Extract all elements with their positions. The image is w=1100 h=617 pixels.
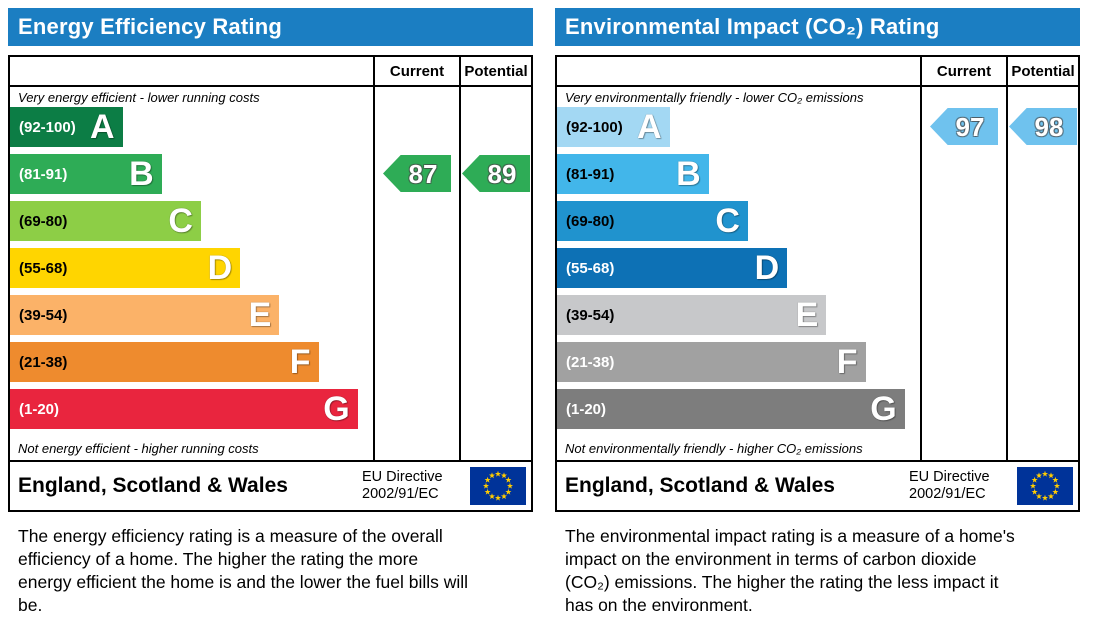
bands-area: Very energy efficient - lower running co…: [10, 87, 373, 460]
band-a-bar: (92-100) A: [557, 107, 670, 147]
eu-directive-line1: EU Directive: [909, 469, 990, 485]
band-range-label: (55-68): [19, 259, 68, 277]
eu-flag-icon: [1017, 467, 1073, 505]
band-g-bar: (1-20) G: [10, 389, 358, 429]
band-b-bar: (81-91) B: [557, 154, 709, 194]
band-letter: A: [89, 108, 115, 146]
band-letter: F: [836, 343, 858, 381]
environmental-impact-chart: Environmental Impact (CO₂) Rating Curren…: [555, 8, 1080, 617]
potential-column: 98: [1006, 87, 1078, 460]
rating-scale-body: Very energy efficient - lower running co…: [10, 85, 531, 460]
table-footer-row: England, Scotland & Wales EU Directive 2…: [10, 460, 531, 510]
bottom-caption: Not environmentally friendly - higher CO…: [565, 440, 863, 456]
top-caption: Very energy efficient - lower running co…: [18, 89, 260, 105]
band-range-label: (39-54): [566, 306, 615, 324]
band-a-bar: (92-100) A: [10, 107, 123, 147]
current-rating-arrow: 97: [930, 108, 998, 145]
column-header-current: Current: [920, 57, 1006, 85]
column-header-spacer: [10, 57, 373, 85]
band-f-bar: (21-38) F: [557, 342, 866, 382]
band-e-bar: (39-54) E: [557, 295, 827, 335]
potential-rating-value: 98: [1034, 111, 1064, 142]
band-range-label: (21-38): [19, 353, 68, 371]
potential-column: 89: [459, 87, 531, 460]
energy-efficiency-chart: Energy Efficiency Rating Current Potenti…: [8, 8, 533, 617]
eu-directive-label: EU Directive 2002/91/EC: [909, 469, 1015, 503]
band-range-label: (39-54): [19, 306, 68, 324]
band-range-label: (69-80): [19, 212, 68, 230]
region-label: England, Scotland & Wales: [565, 474, 835, 497]
top-caption: Very environmentally friendly - lower CO…: [565, 89, 864, 105]
eu-directive-line2: 2002/91/EC: [362, 486, 439, 502]
band-letter: B: [676, 155, 701, 193]
potential-rating-value: 89: [487, 158, 517, 189]
chart-title-bar: Environmental Impact (CO₂) Rating: [555, 8, 1080, 46]
column-header-potential: Potential: [459, 57, 531, 85]
band-b-bar: (81-91) B: [10, 154, 162, 194]
band-letter: E: [248, 296, 272, 334]
rating-table: Current Potential Very energy efficient …: [8, 55, 533, 512]
chart-title-bar: Energy Efficiency Rating: [8, 8, 533, 46]
band-letter: C: [715, 202, 740, 240]
band-f-bar: (21-38) F: [10, 342, 319, 382]
table-header-row: Current Potential: [10, 57, 531, 85]
band-range-label: (81-91): [19, 165, 68, 183]
current-column: 97: [920, 87, 1006, 460]
rating-table: Current Potential Very environmentally f…: [555, 55, 1080, 512]
current-rating-value: 87: [408, 158, 438, 189]
chart-description: The environmental impact rating is a mea…: [565, 526, 1015, 615]
band-d-bar: (55-68) D: [10, 248, 241, 288]
band-letter: D: [754, 249, 780, 287]
region-label: England, Scotland & Wales: [18, 474, 288, 497]
eu-directive-line2: 2002/91/EC: [909, 486, 986, 502]
table-header-row: Current Potential: [557, 57, 1078, 85]
band-letter: D: [207, 249, 233, 287]
chart-description: The energy efficiency rating is a measur…: [18, 526, 469, 615]
band-letter: A: [636, 108, 662, 146]
potential-rating-arrow: 89: [462, 155, 530, 192]
band-g-bar: (1-20) G: [557, 389, 905, 429]
band-letter: E: [795, 296, 819, 334]
potential-rating-arrow: 98: [1009, 108, 1077, 145]
band-c-bar: (69-80) C: [557, 201, 748, 241]
eu-directive-line1: EU Directive: [362, 469, 443, 485]
band-letter: G: [870, 390, 897, 428]
band-c-bar: (69-80) C: [10, 201, 201, 241]
bands-list: (92-100) A (81-91) B (69-80) C (55-68) D (39-54)…: [10, 107, 373, 429]
band-e-bar: (39-54) E: [10, 295, 280, 335]
bands-list: (92-100) A (81-91) B (69-80) C (55-68) D (39-54)…: [557, 107, 920, 429]
band-range-label: (69-80): [566, 212, 615, 230]
current-column: 87: [373, 87, 459, 460]
eu-flag-icon: [470, 467, 526, 505]
current-rating-arrow: 87: [383, 155, 451, 192]
bands-area: Very environmentally friendly - lower CO…: [557, 87, 920, 460]
band-range-label: (55-68): [566, 259, 615, 277]
bottom-caption: Not energy efficient - higher running co…: [18, 440, 259, 456]
band-letter: G: [323, 390, 350, 428]
column-header-spacer: [557, 57, 920, 85]
column-header-current: Current: [373, 57, 459, 85]
band-range-label: (21-38): [566, 353, 615, 371]
table-footer-row: England, Scotland & Wales EU Directive 2…: [557, 460, 1078, 510]
band-range-label: (1-20): [566, 400, 607, 418]
band-range-label: (81-91): [566, 165, 615, 183]
band-range-label: (92-100): [566, 118, 623, 136]
eu-directive-label: EU Directive 2002/91/EC: [362, 469, 468, 503]
band-d-bar: (55-68) D: [557, 248, 788, 288]
rating-scale-body: Very environmentally friendly - lower CO…: [557, 85, 1078, 460]
band-letter: F: [289, 343, 311, 381]
band-letter: B: [129, 155, 154, 193]
current-rating-value: 97: [955, 111, 985, 142]
band-range-label: (1-20): [19, 400, 60, 418]
chart-title: Energy Efficiency Rating: [18, 14, 282, 39]
band-range-label: (92-100): [19, 118, 76, 136]
band-letter: C: [168, 202, 193, 240]
column-header-potential: Potential: [1006, 57, 1078, 85]
chart-title: Environmental Impact (CO₂) Rating: [565, 14, 940, 39]
